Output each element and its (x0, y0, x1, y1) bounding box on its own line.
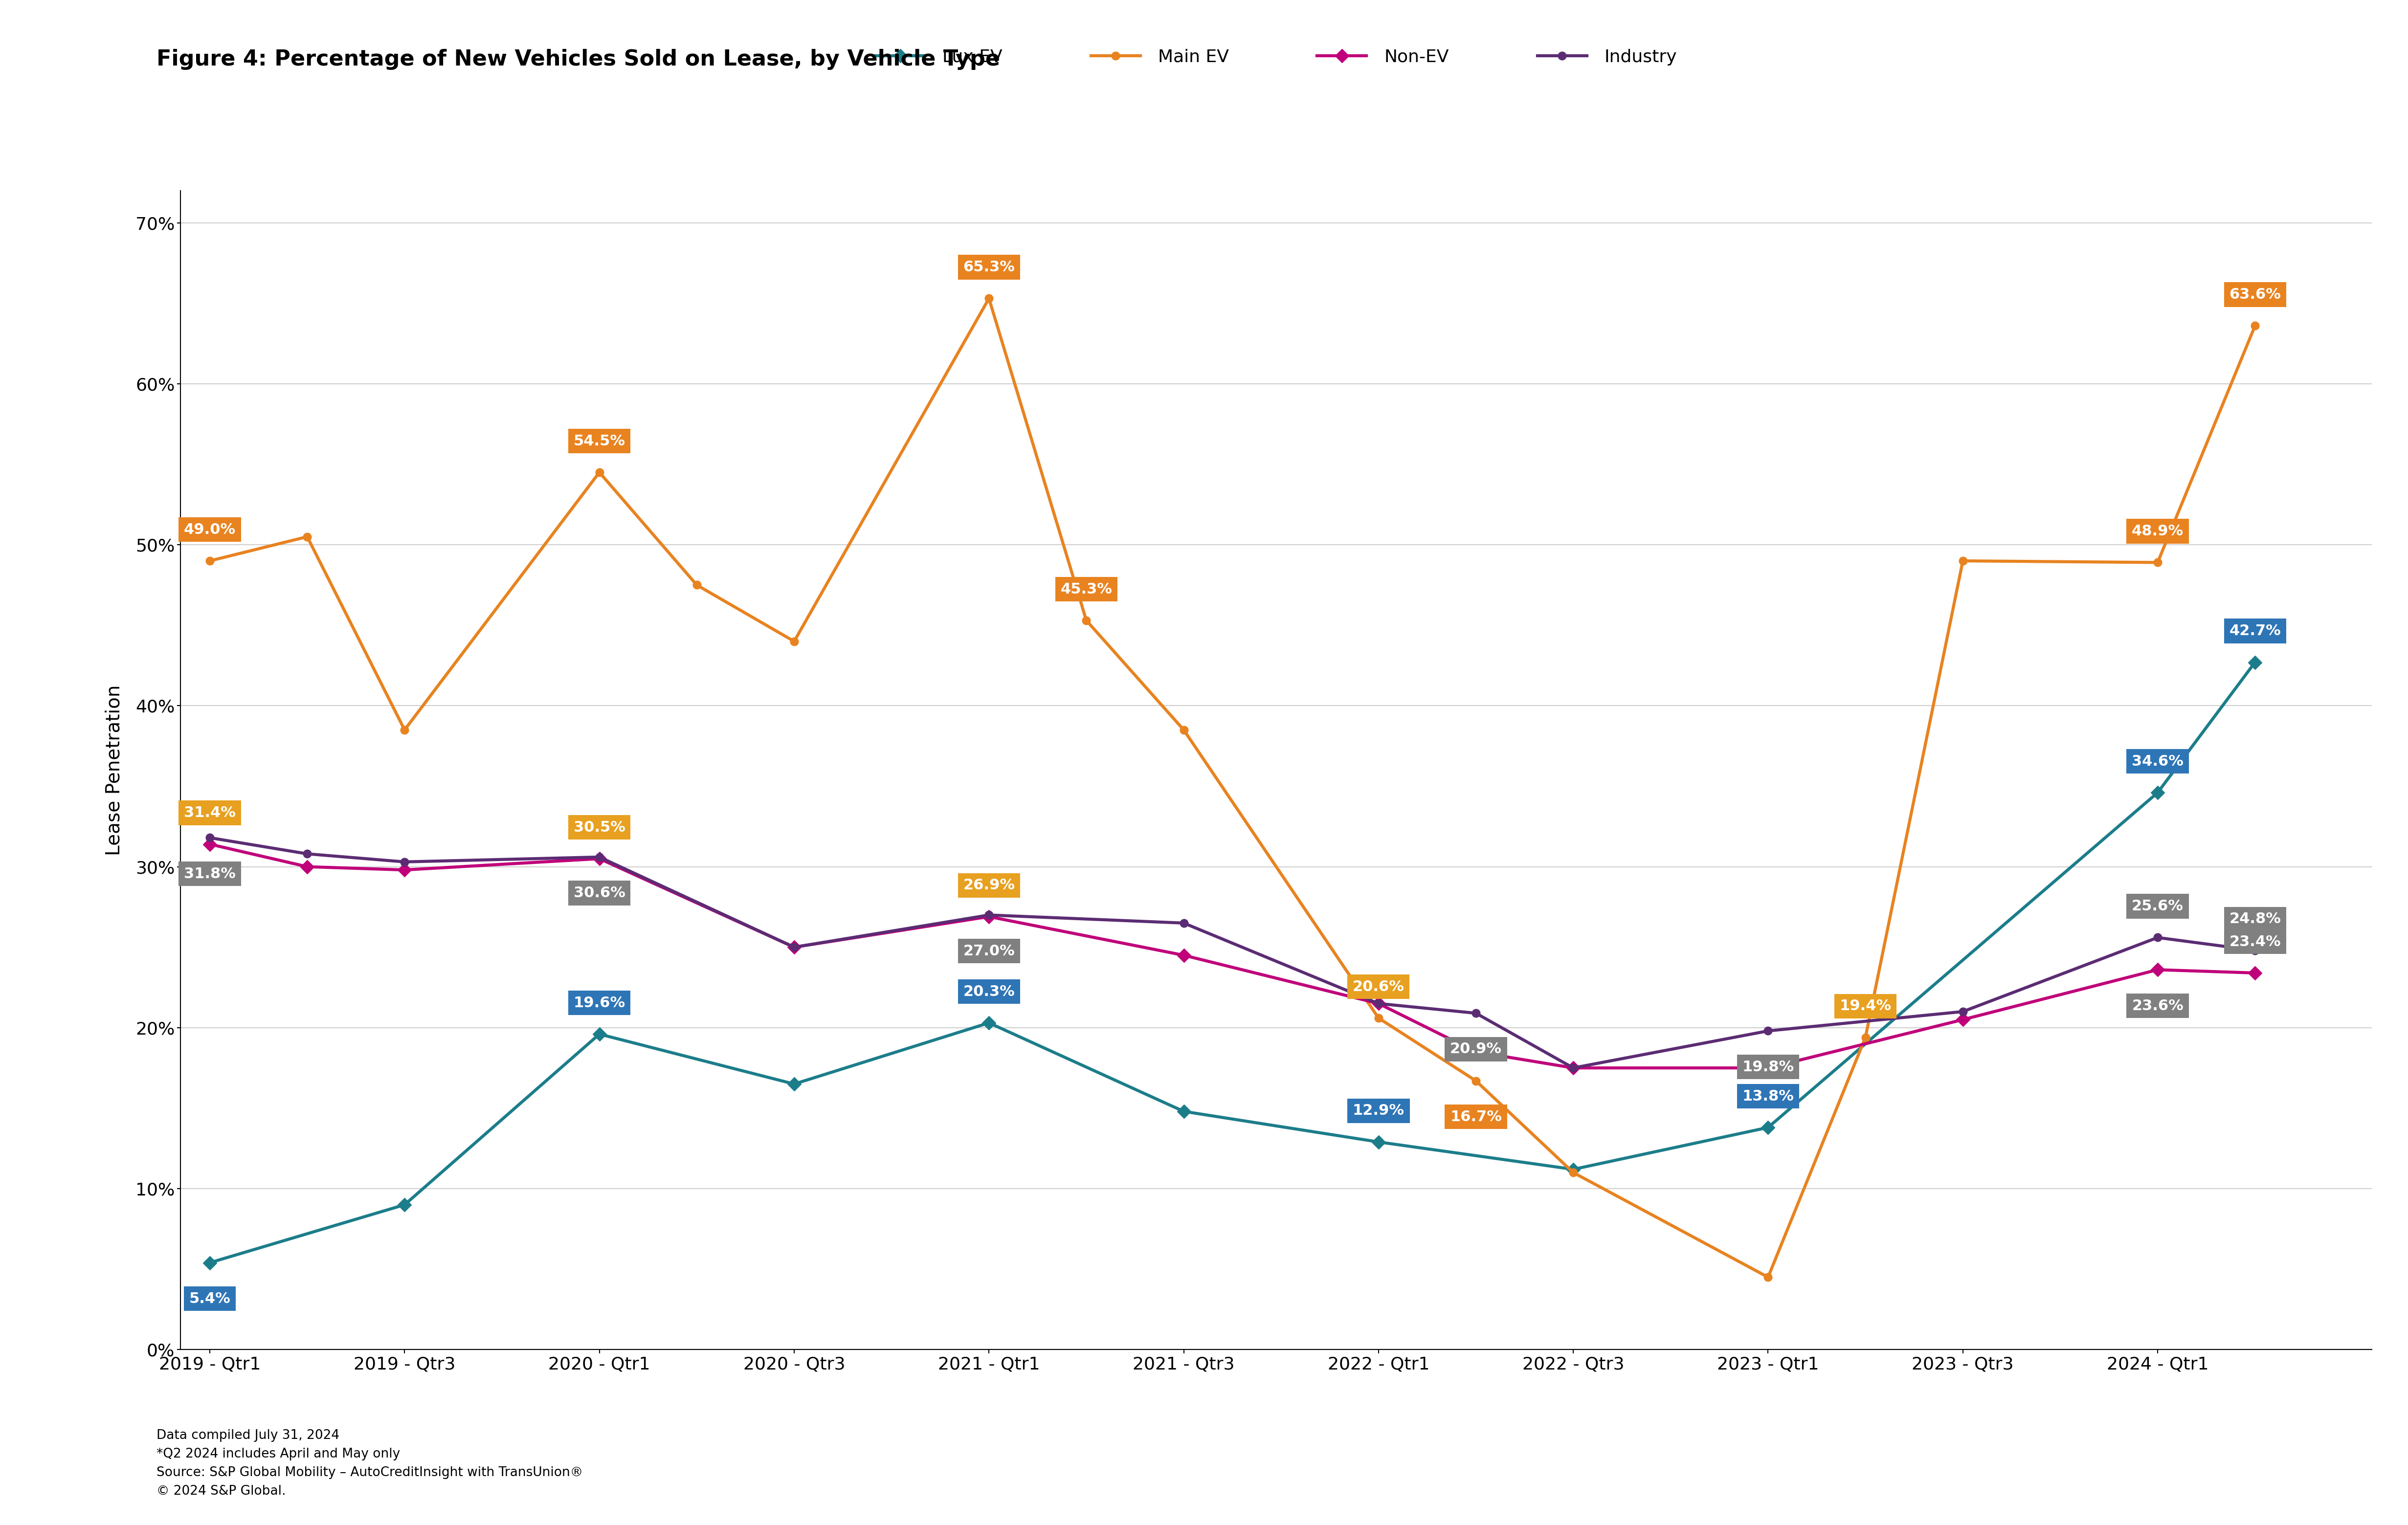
Text: 24.8%: 24.8% (2230, 912, 2280, 926)
Text: 12.9%: 12.9% (1353, 1104, 1404, 1118)
Main EV (1363, 1010, 1392, 1028)
Main EV (195, 552, 224, 570)
Main EV (294, 528, 323, 546)
Text: 19.6%: 19.6% (573, 996, 626, 1010)
Text: 49.0%: 49.0% (183, 523, 236, 537)
Text: 19.8%: 19.8% (1741, 1060, 1794, 1074)
Line: Lux EV: Lux EV (205, 657, 2259, 1267)
Text: 20.6%: 20.6% (1353, 979, 1404, 994)
Text: 42.7%: 42.7% (2230, 624, 2280, 637)
Non-EV (2143, 961, 2172, 979)
Text: Data compiled July 31, 2024
*Q2 2024 includes April and May only
Source: S&P Glo: Data compiled July 31, 2024 *Q2 2024 inc… (157, 1429, 583, 1498)
Lux EV (585, 1025, 614, 1043)
Main EV (1753, 1269, 1782, 1287)
Text: 27.0%: 27.0% (963, 944, 1014, 958)
Main EV (1462, 1072, 1491, 1090)
Text: 34.6%: 34.6% (2131, 755, 2184, 769)
Main EV (1558, 1164, 1587, 1182)
Non-EV (2239, 964, 2268, 982)
Industry (1558, 1058, 1587, 1077)
Line: Industry: Industry (205, 834, 2259, 1072)
Main EV (1852, 1028, 1881, 1046)
Industry (1462, 1003, 1491, 1022)
Industry (1948, 1002, 1977, 1020)
Main EV (2143, 554, 2172, 572)
Industry (780, 938, 809, 956)
Text: 20.3%: 20.3% (963, 985, 1014, 999)
Lux EV (2239, 653, 2268, 671)
Main EV (1072, 612, 1100, 630)
Text: 19.4%: 19.4% (1840, 999, 1890, 1013)
Lux EV (1170, 1103, 1199, 1121)
Non-EV (294, 857, 323, 875)
Line: Non-EV: Non-EV (205, 839, 2259, 1072)
Industry (195, 828, 224, 846)
Non-EV (195, 836, 224, 854)
Non-EV (390, 860, 419, 878)
Text: 20.9%: 20.9% (1450, 1042, 1503, 1057)
Non-EV (1753, 1058, 1782, 1077)
Lux EV (390, 1196, 419, 1214)
Text: 25.6%: 25.6% (2131, 900, 2184, 913)
Non-EV (975, 907, 1004, 926)
Lux EV (975, 1014, 1004, 1032)
Lux EV (1363, 1133, 1392, 1151)
Lux EV (2143, 784, 2172, 802)
Text: 31.4%: 31.4% (183, 805, 236, 820)
Text: 16.7%: 16.7% (1450, 1110, 1503, 1124)
Text: 23.6%: 23.6% (2131, 999, 2184, 1013)
Non-EV (1363, 994, 1392, 1013)
Lux EV (195, 1254, 224, 1272)
Non-EV (1462, 1043, 1491, 1061)
Industry (1363, 994, 1392, 1013)
Industry (294, 845, 323, 863)
Main EV (780, 633, 809, 651)
Main EV (1948, 552, 1977, 570)
Text: 13.8%: 13.8% (1741, 1089, 1794, 1104)
Main EV (975, 290, 1004, 308)
Main EV (1170, 721, 1199, 740)
Line: Main EV: Main EV (205, 294, 2259, 1281)
Non-EV (1170, 946, 1199, 964)
Industry (585, 848, 614, 866)
Main EV (2239, 317, 2268, 336)
Text: 30.6%: 30.6% (573, 886, 626, 900)
Lux EV (780, 1075, 809, 1093)
Industry (975, 906, 1004, 924)
Y-axis label: Lease Penetration: Lease Penetration (104, 685, 123, 856)
Text: 5.4%: 5.4% (190, 1292, 231, 1305)
Text: 63.6%: 63.6% (2230, 288, 2280, 302)
Industry (1170, 913, 1199, 932)
Industry (390, 852, 419, 871)
Non-EV (585, 849, 614, 868)
Industry (2143, 929, 2172, 947)
Text: 26.9%: 26.9% (963, 878, 1014, 892)
Legend: Lux EV, Main EV, Non-EV, Industry: Lux EV, Main EV, Non-EV, Industry (877, 49, 1676, 66)
Main EV (585, 464, 614, 482)
Text: 54.5%: 54.5% (573, 435, 626, 448)
Main EV (681, 576, 710, 595)
Text: 65.3%: 65.3% (963, 261, 1014, 274)
Non-EV (1948, 1011, 1977, 1029)
Text: 30.5%: 30.5% (573, 820, 626, 834)
Non-EV (1558, 1058, 1587, 1077)
Lux EV (1753, 1118, 1782, 1136)
Text: 48.9%: 48.9% (2131, 525, 2184, 538)
Text: 45.3%: 45.3% (1060, 583, 1112, 596)
Text: 23.4%: 23.4% (2230, 935, 2280, 949)
Industry (2239, 941, 2268, 959)
Lux EV (1558, 1161, 1587, 1179)
Text: 31.8%: 31.8% (183, 866, 236, 881)
Main EV (390, 721, 419, 740)
Non-EV (780, 938, 809, 956)
Industry (1753, 1022, 1782, 1040)
Text: Figure 4: Percentage of New Vehicles Sold on Lease, by Vehicle Type: Figure 4: Percentage of New Vehicles Sol… (157, 49, 999, 70)
